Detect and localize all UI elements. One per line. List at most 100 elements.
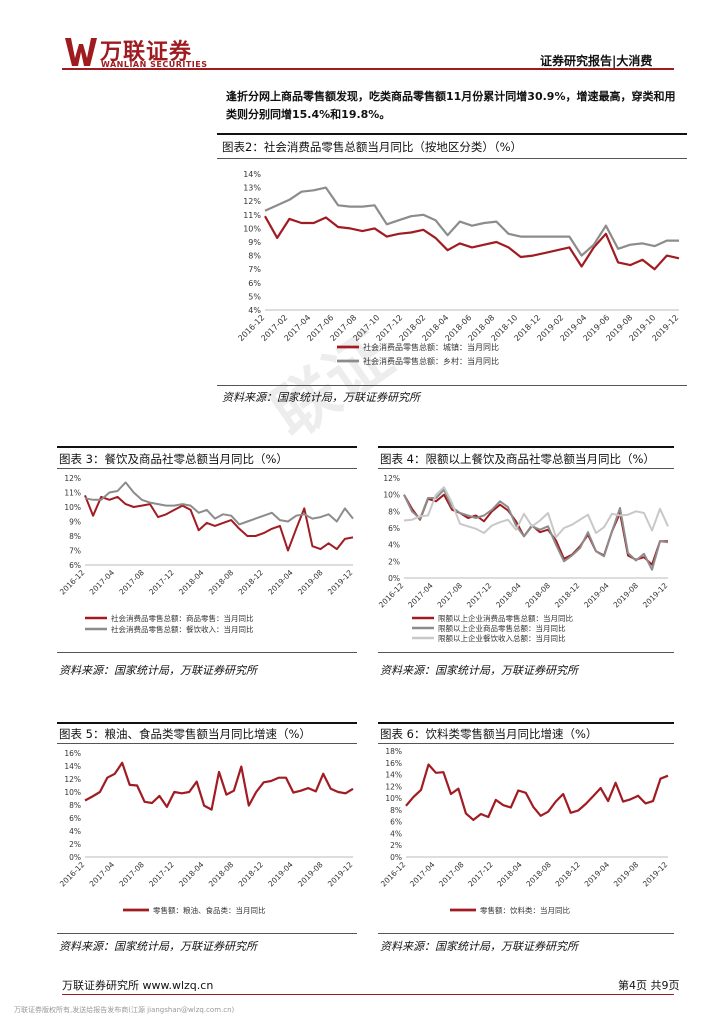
x-tick-label: 2017-12	[147, 860, 176, 889]
x-tick-label: 2017-04	[408, 860, 437, 889]
legend-label: 社会消费品零售总额：城镇：当月同比	[363, 342, 499, 352]
y-tick-label: 11%	[64, 489, 81, 498]
y-tick-label: 6%	[390, 818, 402, 827]
legend-label: 零售额：饮料类：当月同比	[480, 905, 570, 915]
x-tick-label: 2019-12	[641, 860, 670, 889]
y-tick-label: 4%	[248, 306, 261, 315]
figure2-top-rule	[217, 133, 687, 135]
copyright-text: 万联证券版权所有,发送给报告发布商(江源 jiangshan@wlzq.com.…	[14, 1006, 235, 1014]
figure4-bottom-rule	[378, 652, 674, 653]
x-tick-label: 2016-12	[58, 568, 87, 597]
y-tick-label: 16%	[385, 759, 402, 768]
figure3-bottom-rule	[57, 652, 357, 653]
x-tick-label: 2018-08	[524, 581, 553, 610]
y-tick-label: 0%	[69, 853, 81, 862]
y-tick-label: 12%	[243, 197, 261, 206]
figure6-top-rule	[378, 722, 674, 724]
y-tick-label: 13%	[243, 184, 261, 193]
page-number: 第4页 共9页	[618, 979, 680, 992]
series-line-2	[403, 488, 669, 571]
x-tick-label: 2017-08	[117, 860, 146, 889]
y-tick-label: 8%	[248, 252, 261, 261]
figure2-chart: 14%13%12%11%10%9%8%7%6%5%4%2016-122017-0…	[236, 170, 680, 366]
series-line-2	[84, 481, 354, 526]
y-tick-label: 8%	[69, 532, 81, 541]
y-tick-label: 12%	[64, 775, 81, 784]
x-tick-label: 2017-12	[465, 581, 494, 610]
figure2-title-rule	[217, 158, 687, 159]
logo-english-text: WANLIAN SECURITIES	[101, 60, 208, 69]
footer-left-text: 万联证券研究所 www.wlzq.cn	[62, 979, 214, 992]
figure2-source: 资料来源：国家统计局，万联证券研究所	[222, 391, 420, 404]
y-tick-label: 12%	[64, 474, 81, 483]
y-tick-label: 8%	[390, 806, 402, 815]
x-tick-label: 2018-08	[207, 568, 236, 597]
series-line-3	[403, 486, 669, 539]
legend-label: 限额以上企业餐饮收入总额：当月同比	[438, 633, 566, 643]
legend-label: 社会消费品零售总额：餐饮收入：当月同比	[111, 624, 254, 634]
figure3-top-rule	[57, 446, 357, 448]
figure3-title-rule	[57, 468, 357, 469]
x-tick-label: 2018-04	[177, 860, 206, 889]
figure3-title: 图表 3：餐饮及商品社零总额当月同比（%）	[59, 452, 288, 466]
y-tick-label: 4%	[390, 829, 402, 838]
series-line-1	[405, 763, 669, 822]
figure4-top-rule	[378, 446, 674, 448]
x-tick-label: 2017-08	[437, 860, 466, 889]
figure5-bottom-rule	[57, 933, 357, 934]
y-tick-label: 8%	[388, 507, 400, 516]
legend-label: 社会消费品零售总额：乡村：当月同比	[363, 356, 499, 366]
x-tick-label: 2016-12	[58, 860, 87, 889]
y-tick-label: 6%	[69, 561, 81, 570]
y-tick-label: 11%	[243, 211, 261, 220]
y-tick-label: 4%	[388, 541, 400, 550]
legend-label: 限额以上企业商品零售总额：当月同比	[438, 623, 566, 633]
x-tick-label: 2017-04	[88, 568, 117, 597]
y-tick-label: 7%	[248, 265, 261, 274]
x-tick-label: 2018-04	[494, 581, 523, 610]
y-tick-label: 8%	[69, 801, 81, 810]
x-tick-label: 2018-04	[177, 568, 206, 597]
x-tick-label: 2019-04	[582, 581, 611, 610]
x-tick-label: 2017-08	[436, 581, 465, 610]
y-tick-label: 10%	[64, 503, 81, 512]
series-line-1	[84, 495, 354, 552]
figure4-source: 资料来源：国家统计局，万联证券研究所	[380, 664, 578, 677]
x-tick-label: 2019-08	[612, 581, 641, 610]
figure6-bottom-rule	[378, 933, 674, 934]
figure2-title: 图表2：社会消费品零售总额当月同比（按地区分类）（%）	[222, 140, 522, 154]
legend-label: 零售额：粮油、食品类：当月同比	[153, 905, 266, 915]
intro-paragraph: 逢折分网上商品零售额发现，吃类商品零售额11月份累计同增30.9%，增速最高，穿…	[226, 90, 676, 121]
figure3-source: 资料来源：国家统计局，万联证券研究所	[59, 664, 257, 677]
x-tick-label: 2019-12	[326, 860, 355, 889]
y-tick-label: 0%	[390, 853, 402, 862]
y-tick-label: 10%	[243, 224, 261, 233]
report-type-label: 证券研究报告|大消费	[540, 54, 653, 68]
figure4-chart: 12%10%8%6%4%2%0%2016-12 2017-04 2017-08 201…	[378, 474, 670, 643]
x-tick-label: 2017-12	[147, 568, 176, 597]
y-tick-label: 4%	[69, 827, 81, 836]
footer-divider	[62, 994, 674, 995]
x-tick-label: 2018-12	[554, 860, 583, 889]
x-tick-label: 2019-04	[266, 860, 295, 889]
figure6-title-rule	[378, 743, 674, 744]
x-tick-label: 2018-12	[553, 581, 582, 610]
y-tick-label: 2%	[390, 841, 402, 850]
x-tick-label: 2019-08	[612, 860, 641, 889]
y-tick-label: 5%	[248, 292, 261, 301]
x-tick-label: 2019-12	[641, 581, 670, 610]
y-tick-label: 10%	[385, 794, 402, 803]
y-tick-label: 10%	[64, 788, 81, 797]
x-tick-label: 2019-08	[296, 860, 325, 889]
x-tick-label: 2019-12	[326, 568, 355, 597]
legend-label: 社会消费品零售总额：商品零售：当月同比	[111, 613, 254, 623]
x-tick-label: 2019-04	[583, 860, 612, 889]
legend-label: 限额以上企业消费品零售总额：当月同比	[438, 613, 573, 623]
x-tick-label: 2018-08	[207, 860, 236, 889]
y-tick-label: 10%	[383, 491, 400, 500]
figure4-title: 图表 4：限额以上餐饮及商品社零总额当月同比（%）	[380, 452, 655, 466]
y-tick-label: 0%	[388, 574, 400, 583]
x-tick-label: 2019-08	[296, 568, 325, 597]
y-tick-label: 14%	[385, 771, 402, 780]
figure5-source: 资料来源：国家统计局，万联证券研究所	[59, 940, 257, 953]
